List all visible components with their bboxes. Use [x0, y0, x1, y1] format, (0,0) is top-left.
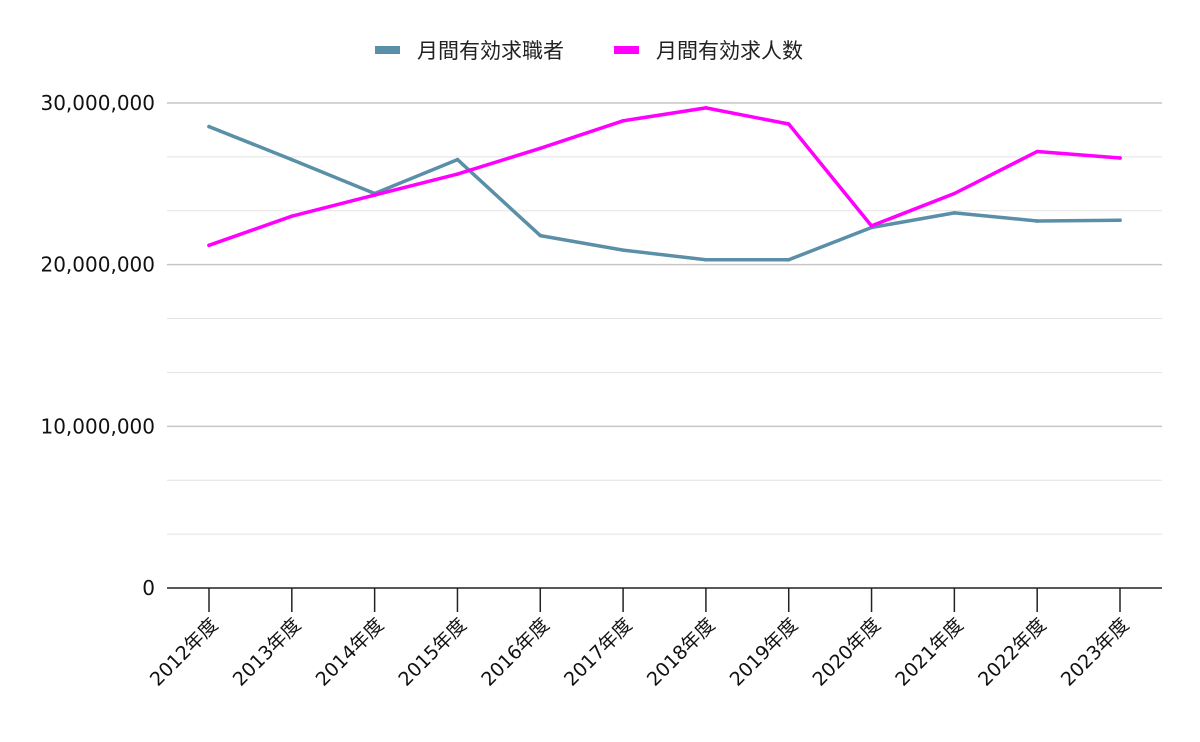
y-tick-label: 20,000,000: [40, 253, 155, 277]
legend-swatch: [614, 46, 639, 54]
y-axis-ticks: 0 10,000,000 20,000,000 30,000,000: [40, 91, 155, 600]
data-point: [704, 106, 708, 110]
x-tick-label: 2021年度: [891, 614, 968, 691]
legend-label: 月間有効求職者: [417, 39, 564, 63]
x-tick-label: 2020年度: [808, 614, 885, 691]
data-point: [455, 157, 460, 162]
data-point: [455, 172, 460, 176]
data-point: [372, 193, 377, 197]
data-point: [786, 258, 791, 262]
gridlines: [167, 102, 1162, 535]
x-tick-label: 2019年度: [726, 614, 803, 691]
x-tick-label: 2013年度: [229, 614, 306, 691]
data-point: [290, 214, 294, 218]
data-point: [1035, 149, 1039, 154]
data-point: [207, 243, 211, 248]
data-point: [952, 211, 957, 215]
x-tick-label: 2012年度: [146, 614, 223, 691]
legend-label: 月間有効求人数: [656, 39, 803, 63]
series-lines: [207, 106, 1122, 262]
series-line-2: [207, 106, 1122, 248]
y-tick-label: 30,000,000: [40, 91, 155, 115]
y-tick-label: 10,000,000: [40, 414, 155, 438]
data-point: [538, 233, 543, 238]
x-tick-label: 2017年度: [560, 614, 637, 691]
legend: 月間有効求職者 月間有効求人数: [375, 39, 803, 63]
x-axis-ticks: 2012年度 2013年度 2014年度 2015年度 2016年度 2017年度 2018…: [146, 588, 1134, 691]
series-line-1: [207, 124, 1122, 262]
data-point: [1035, 219, 1039, 223]
data-point: [786, 122, 791, 126]
x-tick-label: 2016年度: [477, 614, 554, 691]
x-tick-label: 2018年度: [643, 614, 720, 691]
data-point: [621, 248, 625, 252]
data-point: [1118, 156, 1122, 160]
data-point: [538, 146, 543, 151]
data-point: [621, 118, 625, 123]
data-point: [952, 191, 957, 196]
data-point: [290, 157, 294, 162]
x-tick-label: 2014年度: [312, 614, 389, 691]
data-point: [869, 224, 874, 228]
x-tick-label: 2023年度: [1057, 614, 1134, 691]
x-tick-label: 2022年度: [974, 614, 1051, 691]
data-point: [704, 258, 708, 262]
data-point: [207, 124, 211, 129]
y-tick-label: 0: [142, 576, 155, 600]
data-point: [1118, 218, 1122, 223]
x-tick-label: 2015年度: [394, 614, 471, 691]
legend-swatch: [375, 46, 400, 54]
